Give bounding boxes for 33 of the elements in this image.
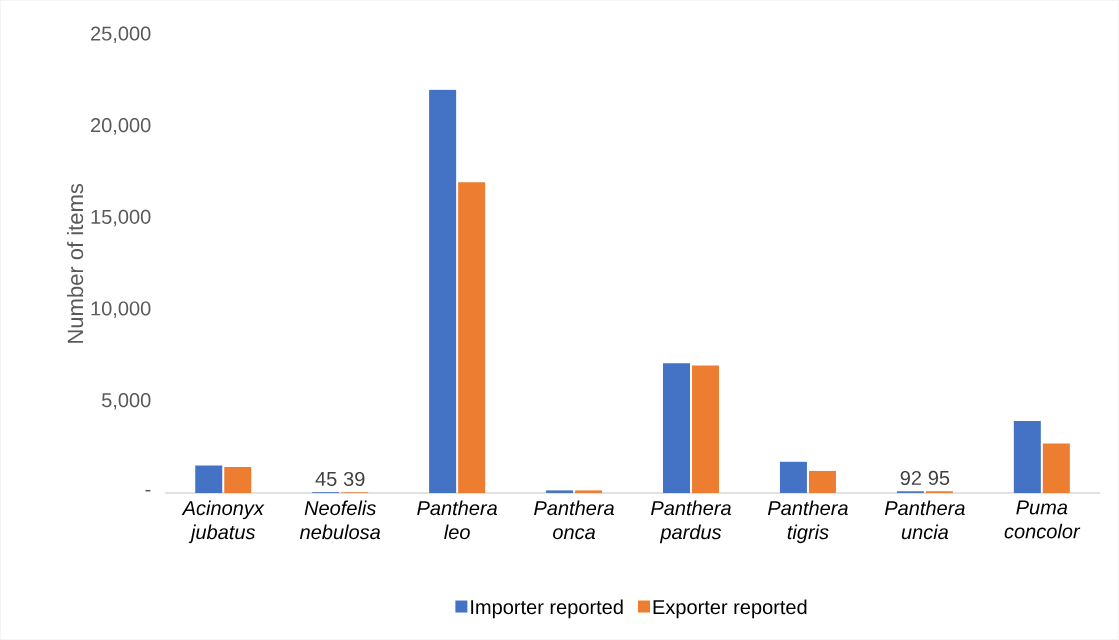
x-tick-label: Panthera leo (417, 500, 498, 540)
bar (224, 467, 252, 494)
y-tick-label: 15,000 (91, 209, 151, 227)
x-tick-label: Panthera tigris (767, 500, 848, 544)
bar (1013, 421, 1041, 494)
y-tick-label: 5,000 (101, 393, 151, 410)
y-tick-label: - (145, 490, 151, 492)
legend-label: Exporter reported (653, 599, 807, 619)
data-label: 92 (900, 471, 921, 486)
x-tick-label: Acinonyx jubatus (181, 500, 265, 544)
x-tick-label: Panthera onca (534, 500, 614, 540)
x-tick-label: Neofelis nebulosa (299, 500, 381, 540)
bar (429, 89, 457, 494)
y-tick-label: 20,000 (91, 118, 151, 135)
x-tick-label: Panthera uncia (884, 500, 965, 540)
bar (195, 465, 223, 494)
data-label: 45 (315, 472, 337, 487)
x-tick-label: Puma concolor (1004, 500, 1081, 539)
bar (546, 490, 574, 494)
data-label: 95 (928, 470, 950, 486)
x-tick-label: Panthera pardus (651, 500, 731, 544)
data-label: 39 (343, 472, 365, 487)
y-tick-label: 10,000 (91, 301, 151, 319)
y-axis-title: Number of items (67, 184, 84, 343)
bar (779, 461, 807, 494)
bar (575, 490, 603, 494)
bar (458, 182, 486, 494)
legend-label: Importer reported (471, 599, 623, 619)
bar (692, 365, 720, 494)
y-tick-label: 25,000 (91, 26, 151, 44)
bar (808, 471, 836, 494)
bar (662, 363, 691, 494)
bar (1042, 443, 1070, 494)
